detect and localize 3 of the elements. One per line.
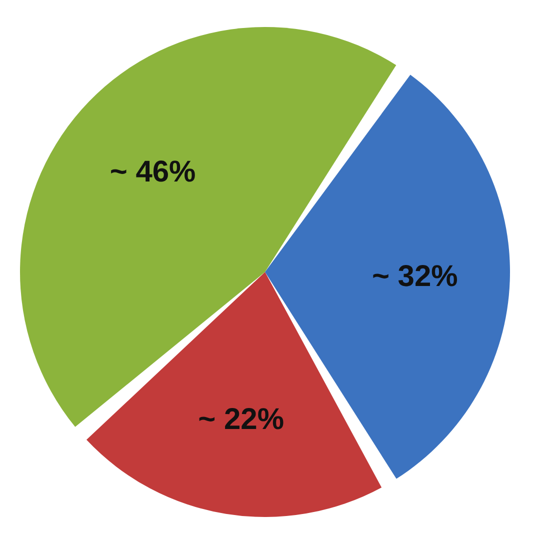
data-label: ~ 22% <box>198 403 284 436</box>
data-label: ~ 32% <box>372 260 458 294</box>
data-label: ~ 46% <box>110 155 196 188</box>
